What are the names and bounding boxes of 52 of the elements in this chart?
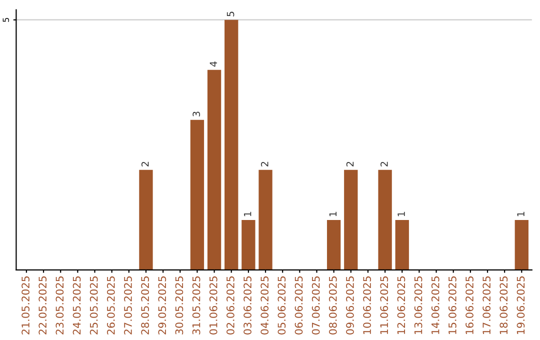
x-tick-label: 04.06.2025 [260,276,269,334]
data-label: 1 [517,212,524,216]
x-tick-label: 08.06.2025 [328,276,337,334]
x-tick-label: 02.06.2025 [226,276,234,334]
bar [344,170,358,270]
x-tick-label: 07.06.2025 [312,276,320,334]
bar [258,170,272,270]
x-tick-label: 17.06.2025 [482,276,491,334]
bar [514,220,528,270]
x-tick-label: 05.06.2025 [278,276,286,334]
data-label: 1 [329,212,336,216]
bar [395,220,409,270]
data-label: 5 [226,12,234,16]
data-label: 2 [346,162,354,166]
bar [378,170,392,270]
x-tick-label: 24.05.2025 [72,276,81,334]
x-tick-label: 19.06.2025 [516,276,525,334]
x-tick-label: 11.06.2025 [380,276,388,334]
data-label: 2 [260,162,268,166]
x-tick-label: 06.06.2025 [294,276,303,334]
bar [190,120,204,270]
x-tick-label: 18.06.2025 [500,276,508,334]
x-tick-label: 13.06.2025 [414,276,422,334]
x-tick-label: 28.05.2025 [141,276,149,334]
x-tick-label: 25.05.2025 [90,276,98,334]
data-label: 4 [210,61,217,67]
bar [326,220,341,270]
bar [224,20,238,270]
x-tick-label: 03.06.2025 [244,276,252,334]
x-tick-label: 22.05.2025 [38,276,47,334]
x-tick-label: 26.05.2025 [106,276,115,334]
data-label: 1 [398,212,405,216]
x-tick-label: 27.05.2025 [124,276,132,334]
data-label: 2 [380,162,388,166]
x-tick-label: 14.06.2025 [431,276,440,334]
x-tick-label: 23.05.2025 [56,276,64,334]
x-tick-label: 01.06.2025 [209,276,218,334]
x-tick-label: 21.05.2025 [22,276,30,334]
bar [207,70,222,270]
data-label: 3 [192,112,200,116]
x-tick-label: 15.06.2025 [448,276,456,334]
x-tick-label: 12.06.2025 [397,276,406,334]
x-tick-label: 09.06.2025 [346,276,354,334]
x-tick-label: 31.05.2025 [192,276,200,334]
bar [139,170,153,270]
x-tick-label: 29.05.2025 [158,276,166,334]
data-label: 1 [244,212,252,216]
x-tick-label: 16.06.2025 [466,276,474,334]
bar [242,220,256,270]
x-tick-label: 10.06.2025 [363,276,371,334]
x-tick-label: 30.05.2025 [175,276,184,334]
data-label: 2 [141,162,149,166]
